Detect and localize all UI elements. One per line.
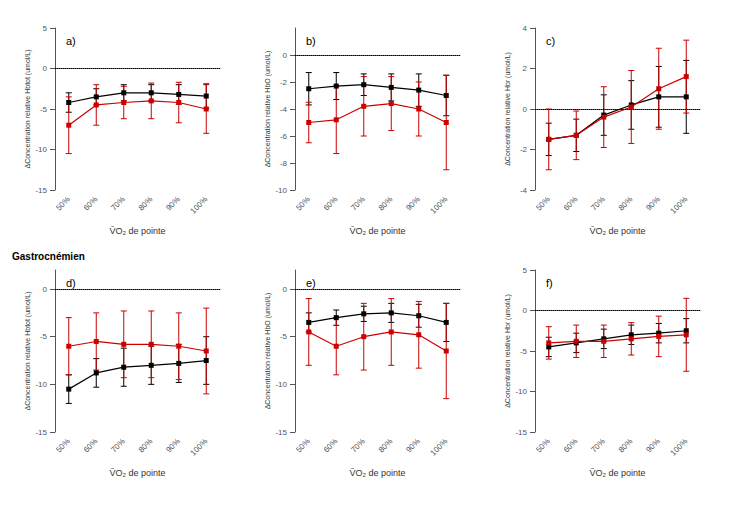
svg-text:ṼO₂ de pointe: ṼO₂ de pointe bbox=[589, 226, 645, 236]
svg-text:-10: -10 bbox=[275, 380, 287, 389]
svg-text:-10: -10 bbox=[275, 186, 287, 195]
svg-text:50%: 50% bbox=[294, 195, 312, 213]
svg-text:-10: -10 bbox=[35, 380, 47, 389]
svg-text:ṼO₂ de pointe: ṼO₂ de pointe bbox=[349, 468, 405, 478]
svg-text:-5: -5 bbox=[40, 105, 48, 114]
svg-text:ṼO₂ de pointe: ṼO₂ de pointe bbox=[349, 226, 405, 236]
svg-text:0: 0 bbox=[43, 64, 48, 73]
svg-text:-15: -15 bbox=[35, 428, 47, 437]
svg-text:-2: -2 bbox=[280, 78, 288, 87]
svg-text:-15: -15 bbox=[35, 186, 47, 195]
svg-text:100%: 100% bbox=[189, 437, 210, 458]
svg-text:80%: 80% bbox=[137, 437, 155, 455]
svg-text:80%: 80% bbox=[137, 195, 155, 213]
svg-text:ΔConcentration relative HbO (u: ΔConcentration relative HbO (umol/L) bbox=[264, 51, 272, 168]
svg-text:100%: 100% bbox=[429, 437, 450, 458]
svg-text:90%: 90% bbox=[164, 437, 182, 455]
svg-text:-8: -8 bbox=[280, 159, 288, 168]
svg-text:0: 0 bbox=[523, 105, 528, 114]
svg-text:ṼO₂ de pointe: ṼO₂ de pointe bbox=[109, 468, 165, 478]
svg-text:80%: 80% bbox=[377, 195, 395, 213]
svg-text:100%: 100% bbox=[189, 195, 210, 216]
svg-text:90%: 90% bbox=[404, 195, 422, 213]
svg-text:b): b) bbox=[306, 35, 316, 47]
svg-text:100%: 100% bbox=[669, 195, 690, 216]
svg-text:ΔConcentration relative Hbr (u: ΔConcentration relative Hbr (umol/L) bbox=[504, 294, 512, 408]
svg-text:-4: -4 bbox=[280, 105, 288, 114]
svg-text:f): f) bbox=[546, 277, 553, 289]
svg-text:70%: 70% bbox=[109, 437, 127, 455]
svg-text:a): a) bbox=[66, 35, 76, 47]
svg-text:70%: 70% bbox=[589, 437, 607, 455]
svg-text:90%: 90% bbox=[404, 437, 422, 455]
svg-text:c): c) bbox=[546, 35, 555, 47]
svg-text:-15: -15 bbox=[515, 428, 527, 437]
svg-text:100%: 100% bbox=[669, 437, 690, 458]
svg-text:60%: 60% bbox=[562, 437, 580, 455]
svg-text:ΔConcentration relative Hbtot: ΔConcentration relative Hbtot (umol/L) bbox=[24, 49, 32, 168]
svg-text:60%: 60% bbox=[82, 195, 100, 213]
svg-text:-6: -6 bbox=[280, 132, 288, 141]
svg-text:5: 5 bbox=[523, 266, 528, 275]
svg-text:-10: -10 bbox=[35, 145, 47, 154]
svg-text:60%: 60% bbox=[562, 195, 580, 213]
svg-text:ṼO₂ de pointe: ṼO₂ de pointe bbox=[109, 226, 165, 236]
svg-text:50%: 50% bbox=[294, 437, 312, 455]
svg-text:-5: -5 bbox=[40, 332, 48, 341]
svg-text:-2: -2 bbox=[520, 145, 528, 154]
svg-text:50%: 50% bbox=[534, 195, 552, 213]
svg-text:5: 5 bbox=[43, 24, 48, 33]
svg-text:0: 0 bbox=[523, 306, 528, 315]
svg-text:60%: 60% bbox=[322, 195, 340, 213]
svg-text:50%: 50% bbox=[54, 437, 72, 455]
svg-text:60%: 60% bbox=[322, 437, 340, 455]
svg-text:ΔConcentration relative Hbr (u: ΔConcentration relative Hbr (umol/L) bbox=[504, 52, 512, 166]
svg-text:0: 0 bbox=[283, 51, 288, 60]
svg-text:e): e) bbox=[306, 277, 316, 289]
svg-text:70%: 70% bbox=[589, 195, 607, 213]
svg-text:ΔConcentration relative Hbtot: ΔConcentration relative Hbtot (umol/L) bbox=[24, 291, 32, 410]
svg-text:ṼO₂ de pointe: ṼO₂ de pointe bbox=[589, 468, 645, 478]
svg-text:100%: 100% bbox=[429, 195, 450, 216]
svg-text:0: 0 bbox=[283, 285, 288, 294]
svg-text:80%: 80% bbox=[377, 437, 395, 455]
svg-text:d): d) bbox=[66, 277, 76, 289]
svg-text:-15: -15 bbox=[275, 428, 287, 437]
svg-text:0: 0 bbox=[43, 285, 48, 294]
svg-text:2: 2 bbox=[523, 64, 528, 73]
svg-text:90%: 90% bbox=[644, 437, 662, 455]
svg-text:60%: 60% bbox=[82, 437, 100, 455]
svg-text:90%: 90% bbox=[164, 195, 182, 213]
svg-text:50%: 50% bbox=[54, 195, 72, 213]
svg-text:-5: -5 bbox=[520, 347, 528, 356]
svg-text:4: 4 bbox=[523, 24, 528, 33]
svg-text:70%: 70% bbox=[349, 195, 367, 213]
svg-text:-5: -5 bbox=[280, 332, 288, 341]
svg-text:70%: 70% bbox=[109, 195, 127, 213]
svg-text:50%: 50% bbox=[534, 437, 552, 455]
svg-text:70%: 70% bbox=[349, 437, 367, 455]
svg-text:ΔConcentration relative HbO (u: ΔConcentration relative HbO (umol/L) bbox=[264, 293, 272, 410]
svg-text:90%: 90% bbox=[644, 195, 662, 213]
svg-text:-4: -4 bbox=[520, 186, 528, 195]
svg-text:Gastrocnémien: Gastrocnémien bbox=[12, 251, 85, 262]
svg-text:80%: 80% bbox=[617, 195, 635, 213]
svg-text:80%: 80% bbox=[617, 437, 635, 455]
svg-text:-10: -10 bbox=[515, 387, 527, 396]
